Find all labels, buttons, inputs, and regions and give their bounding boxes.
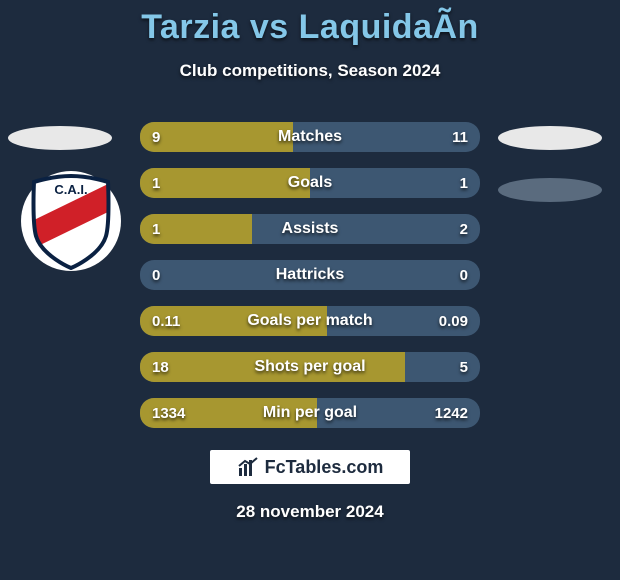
page-title: Tarzia vs LaquidaÃ­n	[0, 0, 620, 47]
stat-label: Shots per goal	[140, 352, 480, 382]
stat-value-left: 1	[152, 168, 160, 198]
stat-label: Min per goal	[140, 398, 480, 428]
stat-row: Min per goal1334 1242	[140, 398, 480, 428]
stat-value-right: 11	[452, 122, 468, 152]
watermark-text: FcTables.com	[265, 457, 384, 478]
stat-value-right: 0	[460, 260, 468, 290]
stat-value-left: 0	[152, 260, 160, 290]
footer-date: 28 november 2024	[0, 502, 620, 522]
stat-value-right: 1	[460, 168, 468, 198]
stat-label: Matches	[140, 122, 480, 152]
stat-value-left: 9	[152, 122, 160, 152]
stat-row: Hattricks0 0	[140, 260, 480, 290]
club-right-placeholder	[498, 178, 602, 202]
watermark: FcTables.com	[210, 450, 410, 484]
stat-row: Goals per match0.11 0.09	[140, 306, 480, 336]
page-subtitle: Club competitions, Season 2024	[0, 61, 620, 81]
stat-value-left: 1334	[152, 398, 185, 428]
stat-row: Shots per goal18 5	[140, 352, 480, 382]
stat-value-right: 0.09	[439, 306, 468, 336]
stat-row: Goals1 1	[140, 168, 480, 198]
club-crest-left: C.A.I.	[20, 170, 122, 272]
stat-value-right: 5	[460, 352, 468, 382]
stat-label: Hattricks	[140, 260, 480, 290]
stat-value-left: 18	[152, 352, 169, 382]
stat-value-left: 0.11	[152, 306, 180, 336]
stat-label: Assists	[140, 214, 480, 244]
player-right-placeholder	[498, 126, 602, 150]
stat-value-right: 2	[460, 214, 468, 244]
svg-text:C.A.I.: C.A.I.	[54, 182, 87, 197]
stat-label: Goals per match	[140, 306, 480, 336]
chart-icon	[237, 456, 259, 478]
stat-row: Matches9 11	[140, 122, 480, 152]
stat-label: Goals	[140, 168, 480, 198]
stat-row: Assists1 2	[140, 214, 480, 244]
stat-value-right: 1242	[435, 398, 468, 428]
stats-container: Matches911Goals11Assists12Hattricks00Goa…	[140, 122, 480, 444]
player-left-placeholder	[8, 126, 112, 150]
stat-value-left: 1	[152, 214, 160, 244]
